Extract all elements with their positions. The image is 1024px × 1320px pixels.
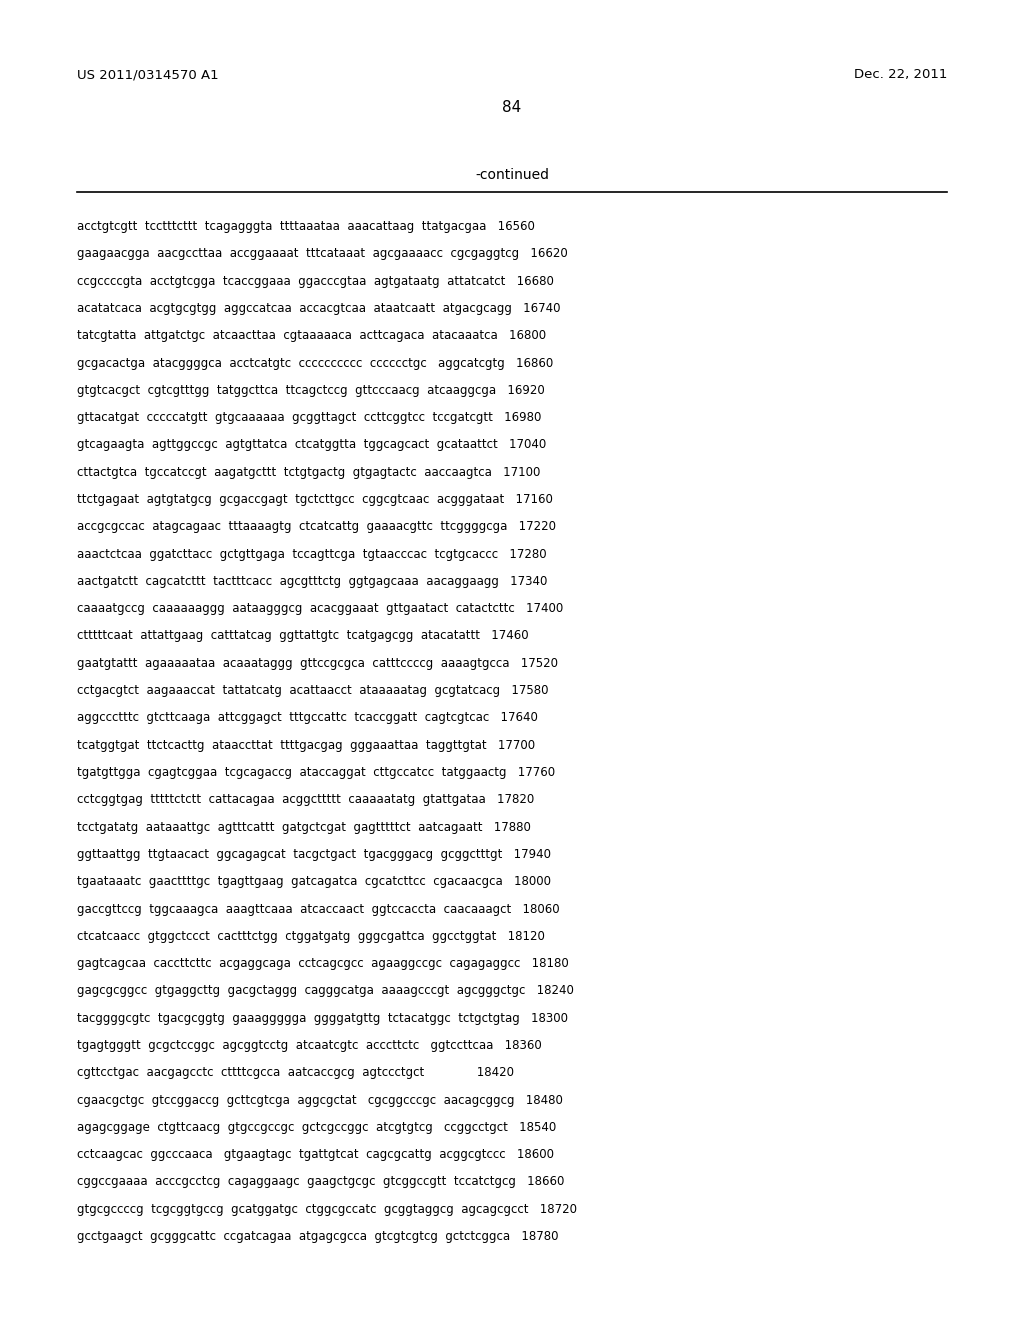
Text: gaccgttccg  tggcaaagca  aaagttcaaa  atcaccaact  ggtccaccta  caacaaagct   18060: gaccgttccg tggcaaagca aaagttcaaa atcacca… (77, 903, 560, 916)
Text: aaactctcaa  ggatcttacc  gctgttgaga  tccagttcga  tgtaacccac  tcgtgcaccc   17280: aaactctcaa ggatcttacc gctgttgaga tccagtt… (77, 548, 547, 561)
Text: cctgacgtct  aagaaaccat  tattatcatg  acattaacct  ataaaaatag  gcgtatcacg   17580: cctgacgtct aagaaaccat tattatcatg acattaa… (77, 684, 549, 697)
Text: gaagaacgga  aacgccttaa  accggaaaat  tttcataaat  agcgaaaacc  cgcgaggtcg   16620: gaagaacgga aacgccttaa accggaaaat tttcata… (77, 247, 567, 260)
Text: gtgtcacgct  cgtcgtttgg  tatggcttca  ttcagctccg  gttcccaacg  atcaaggcga   16920: gtgtcacgct cgtcgtttgg tatggcttca ttcagct… (77, 384, 545, 397)
Text: 84: 84 (503, 100, 521, 115)
Text: agagcggage  ctgttcaacg  gtgccgccgc  gctcgccggc  atcgtgtcg   ccggcctgct   18540: agagcggage ctgttcaacg gtgccgccgc gctcgcc… (77, 1121, 556, 1134)
Text: gtgcgccccg  tcgcggtgccg  gcatggatgc  ctggcgccatc  gcggtaggcg  agcagcgcct   18720: gtgcgccccg tcgcggtgccg gcatggatgc ctggcg… (77, 1203, 577, 1216)
Text: gagtcagcaa  caccttcttc  acgaggcaga  cctcagcgcc  agaaggccgc  cagagaggcc   18180: gagtcagcaa caccttcttc acgaggcaga cctcagc… (77, 957, 568, 970)
Text: tacggggcgtc  tgacgcggtg  gaaaggggga  ggggatgttg  tctacatggc  tctgctgtag   18300: tacggggcgtc tgacgcggtg gaaaggggga ggggat… (77, 1011, 568, 1024)
Text: gaatgtattt  agaaaaataa  acaaataggg  gttccgcgca  catttccccg  aaaagtgcca   17520: gaatgtattt agaaaaataa acaaataggg gttccgc… (77, 657, 558, 669)
Text: aggccctttc  gtcttcaaga  attcggagct  tttgccattc  tcaccggatt  cagtcgtcac   17640: aggccctttc gtcttcaaga attcggagct tttgcca… (77, 711, 538, 725)
Text: ggttaattgg  ttgtaacact  ggcagagcat  tacgctgact  tgacgggacg  gcggctttgt   17940: ggttaattgg ttgtaacact ggcagagcat tacgctg… (77, 847, 551, 861)
Text: accgcgccac  atagcagaac  tttaaaagtg  ctcatcattg  gaaaacgttc  ttcggggcga   17220: accgcgccac atagcagaac tttaaaagtg ctcatca… (77, 520, 556, 533)
Text: gagcgcggcc  gtgaggcttg  gacgctaggg  cagggcatga  aaaagcccgt  agcgggctgc   18240: gagcgcggcc gtgaggcttg gacgctaggg cagggca… (77, 985, 573, 998)
Text: ctttttcaat  attattgaag  catttatcag  ggttattgtc  tcatgagcgg  atacatattt   17460: ctttttcaat attattgaag catttatcag ggttatt… (77, 630, 528, 643)
Text: US 2011/0314570 A1: US 2011/0314570 A1 (77, 69, 219, 81)
Text: tgagtgggtt  gcgctccggc  agcggtcctg  atcaatcgtc  acccttctc   ggtccttcaa   18360: tgagtgggtt gcgctccggc agcggtcctg atcaatc… (77, 1039, 542, 1052)
Text: gttacatgat  cccccatgtt  gtgcaaaaaa  gcggttagct  ccttcggtcc  tccgatcgtt   16980: gttacatgat cccccatgtt gtgcaaaaaa gcggtta… (77, 411, 542, 424)
Text: cggccgaaaa  acccgcctcg  cagaggaagc  gaagctgcgc  gtcggccgtt  tccatctgcg   18660: cggccgaaaa acccgcctcg cagaggaagc gaagctg… (77, 1176, 564, 1188)
Text: -continued: -continued (475, 168, 549, 182)
Text: cctcaagcac  ggcccaaca   gtgaagtagc  tgattgtcat  cagcgcattg  acggcgtccc   18600: cctcaagcac ggcccaaca gtgaagtagc tgattgtc… (77, 1148, 554, 1162)
Text: gcgacactga  atacggggca  acctcatgtc  cccccccccc  cccccctgc   aggcatcgtg   16860: gcgacactga atacggggca acctcatgtc ccccccc… (77, 356, 553, 370)
Text: caaaatgccg  caaaaaaggg  aataagggcg  acacggaaat  gttgaatact  catactcttc   17400: caaaatgccg caaaaaaggg aataagggcg acacgga… (77, 602, 563, 615)
Text: gtcagaagta  agttggccgc  agtgttatca  ctcatggtta  tggcagcact  gcataattct   17040: gtcagaagta agttggccgc agtgttatca ctcatgg… (77, 438, 546, 451)
Text: cttactgtca  tgccatccgt  aagatgcttt  tctgtgactg  gtgagtactc  aaccaagtca   17100: cttactgtca tgccatccgt aagatgcttt tctgtga… (77, 466, 541, 479)
Text: tatcgtatta  attgatctgc  atcaacttaa  cgtaaaaaca  acttcagaca  atacaaatca   16800: tatcgtatta attgatctgc atcaacttaa cgtaaaa… (77, 329, 546, 342)
Text: ttctgagaat  agtgtatgcg  gcgaccgagt  tgctcttgcc  cggcgtcaac  acgggataat   17160: ttctgagaat agtgtatgcg gcgaccgagt tgctctt… (77, 492, 553, 506)
Text: tcctgatatg  aataaattgc  agtttcattt  gatgctcgat  gagtttttct  aatcagaatt   17880: tcctgatatg aataaattgc agtttcattt gatgctc… (77, 821, 530, 834)
Text: tgaataaatc  gaacttttgc  tgagttgaag  gatcagatca  cgcatcttcc  cgacaacgca   18000: tgaataaatc gaacttttgc tgagttgaag gatcaga… (77, 875, 551, 888)
Text: acctgtcgtt  tcctttcttt  tcagagggta  ttttaaataa  aaacattaag  ttatgacgaa   16560: acctgtcgtt tcctttcttt tcagagggta ttttaaa… (77, 220, 535, 234)
Text: acatatcaca  acgtgcgtgg  aggccatcaa  accacgtcaa  ataatcaatt  atgacgcagg   16740: acatatcaca acgtgcgtgg aggccatcaa accacgt… (77, 302, 560, 315)
Text: tgatgttgga  cgagtcggaa  tcgcagaccg  ataccaggat  cttgccatcc  tatggaactg   17760: tgatgttgga cgagtcggaa tcgcagaccg ataccag… (77, 766, 555, 779)
Text: ctcatcaacc  gtggctccct  cactttctgg  ctggatgatg  gggcgattca  ggcctggtat   18120: ctcatcaacc gtggctccct cactttctgg ctggatg… (77, 929, 545, 942)
Text: cctcggtgag  tttttctctt  cattacagaa  acggcttttt  caaaaatatg  gtattgataa   17820: cctcggtgag tttttctctt cattacagaa acggctt… (77, 793, 535, 807)
Text: aactgatctt  cagcatcttt  tactttcacc  agcgtttctg  ggtgagcaaa  aacaggaagg   17340: aactgatctt cagcatcttt tactttcacc agcgttt… (77, 576, 548, 587)
Text: cgttcctgac  aacgagcctc  cttttcgcca  aatcaccgcg  agtccctgct              18420: cgttcctgac aacgagcctc cttttcgcca aatcacc… (77, 1067, 514, 1080)
Text: cgaacgctgc  gtccggaccg  gcttcgtcga  aggcgctat   cgcggcccgc  aacagcggcg   18480: cgaacgctgc gtccggaccg gcttcgtcga aggcgct… (77, 1093, 563, 1106)
Text: ccgccccgta  acctgtcgga  tcaccggaaa  ggacccgtaa  agtgataatg  attatcatct   16680: ccgccccgta acctgtcgga tcaccggaaa ggacccg… (77, 275, 554, 288)
Text: gcctgaagct  gcgggcattc  ccgatcagaa  atgagcgcca  gtcgtcgtcg  gctctcggca   18780: gcctgaagct gcgggcattc ccgatcagaa atgagcg… (77, 1230, 558, 1243)
Text: Dec. 22, 2011: Dec. 22, 2011 (854, 69, 947, 81)
Text: tcatggtgat  ttctcacttg  ataaccttat  ttttgacgag  gggaaattaa  taggttgtat   17700: tcatggtgat ttctcacttg ataaccttat ttttgac… (77, 739, 536, 751)
